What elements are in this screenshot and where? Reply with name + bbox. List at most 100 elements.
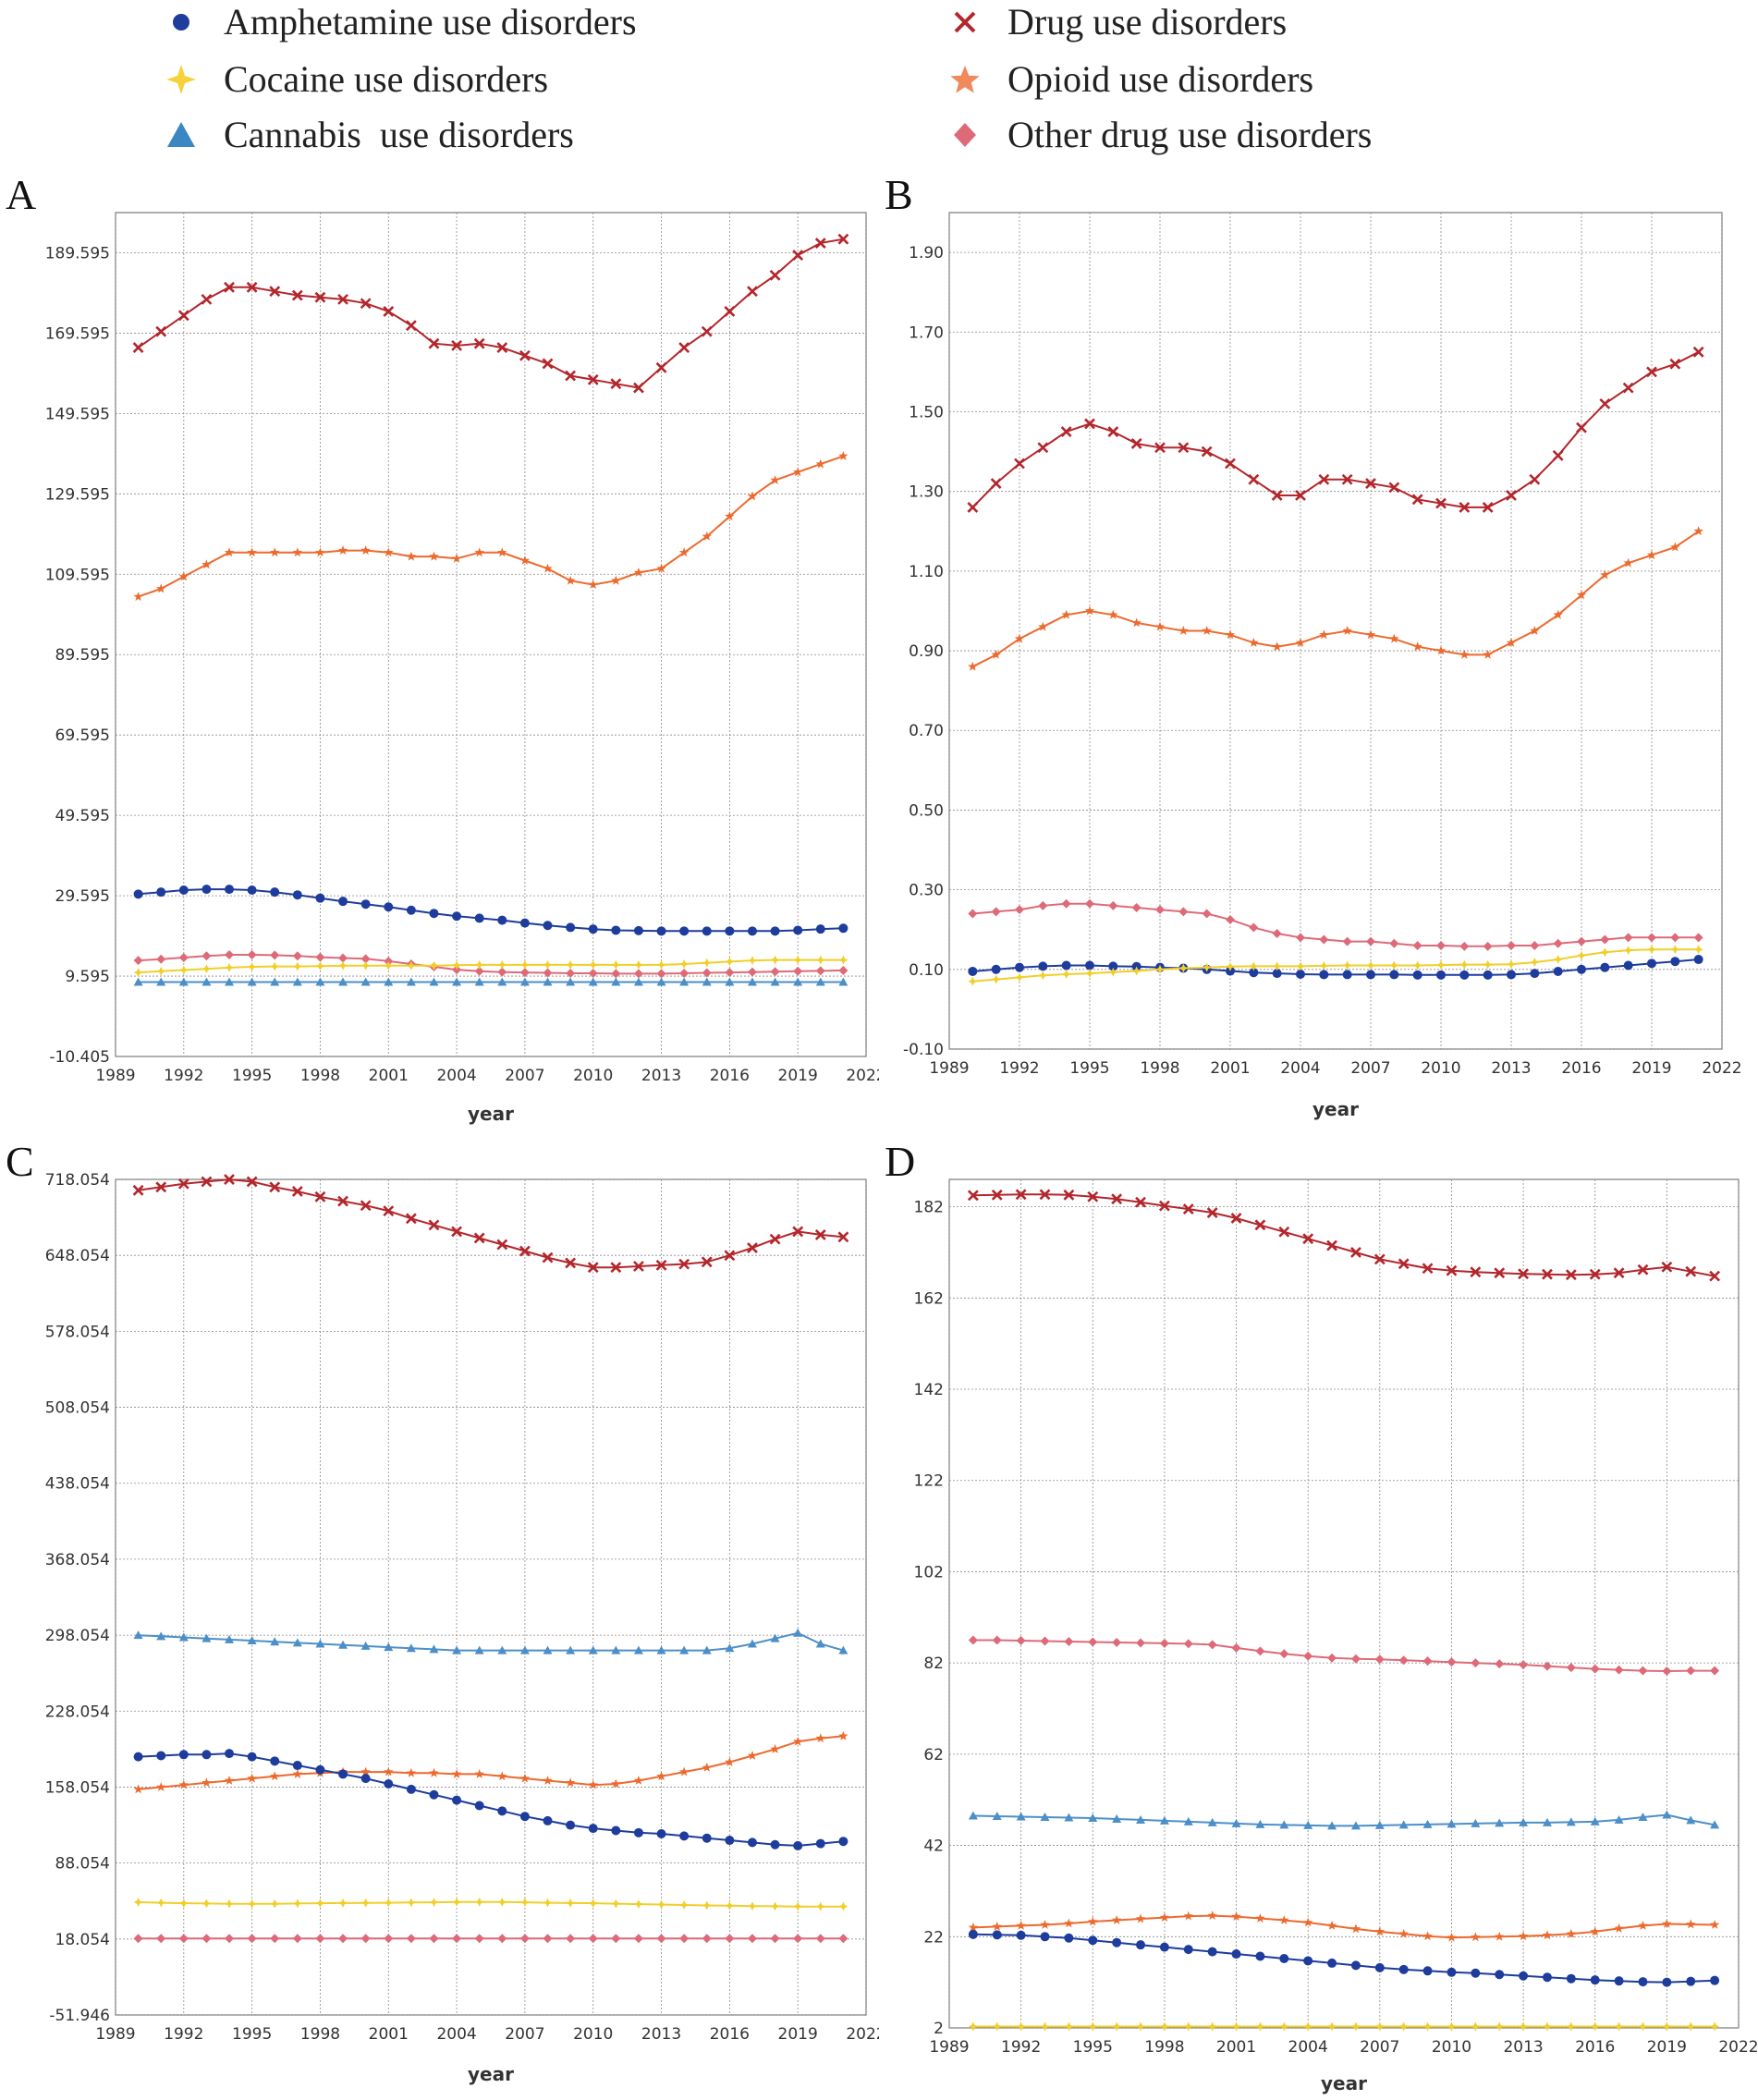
data-point-opioid — [1064, 1918, 1074, 1928]
data-point-cocaine — [1108, 967, 1118, 977]
data-point-amphetamine — [292, 890, 302, 900]
data-point-cocaine — [315, 1899, 325, 1909]
data-point-amphetamine — [1686, 1976, 1696, 1986]
data-point-opioid — [770, 475, 780, 484]
y-tick-label: 162 — [914, 1289, 944, 1308]
data-point-drug — [1254, 1219, 1266, 1231]
data-point-cannabis — [1638, 1812, 1648, 1821]
series-line-drug — [138, 1178, 844, 1269]
data-point-drug — [1014, 458, 1025, 470]
data-point-cocaine — [338, 960, 348, 971]
y-tick-label: 1.30 — [909, 483, 944, 502]
data-point-cannabis — [656, 977, 666, 986]
data-point-drug — [1154, 442, 1166, 454]
x-tick-label: 2016 — [1561, 1059, 1601, 1078]
data-point-other — [1342, 936, 1352, 946]
y-tick-label: 88.054 — [55, 1855, 110, 1874]
data-point-opioid — [156, 583, 166, 593]
data-point-amphetamine — [497, 1806, 507, 1816]
data-point-cocaine — [1231, 2021, 1241, 2032]
series-line-opioid — [138, 455, 844, 598]
data-point-cocaine — [406, 960, 416, 971]
data-point-amphetamine — [1159, 1942, 1169, 1952]
data-point-cannabis — [1471, 1818, 1481, 1827]
data-point-amphetamine — [406, 1784, 416, 1794]
series-drug — [967, 1189, 1721, 1282]
data-point-drug — [724, 306, 736, 317]
data-point-cocaine — [838, 955, 848, 965]
data-point-cocaine — [156, 1898, 166, 1908]
data-point-drug — [1295, 490, 1306, 501]
series-drug — [132, 233, 849, 394]
y-tick-label: 149.595 — [45, 405, 110, 423]
data-point-opioid — [1154, 621, 1166, 631]
data-point-opioid — [451, 1768, 462, 1778]
y-tick-label: 22 — [923, 1928, 944, 1947]
data-point-amphetamine — [633, 925, 643, 935]
data-point-amphetamine — [747, 1838, 757, 1848]
data-point-cannabis — [429, 977, 439, 986]
data-point-opioid — [1014, 633, 1025, 643]
data-point-other — [1303, 1651, 1313, 1661]
data-point-cannabis — [225, 977, 235, 986]
data-point-other — [156, 954, 166, 964]
legend-label: Drug use disorders — [1007, 1, 1288, 43]
data-point-amphetamine — [1016, 1930, 1026, 1940]
data-point-cocaine — [178, 1899, 189, 1909]
data-point-drug — [1613, 1267, 1625, 1279]
data-point-cocaine — [225, 962, 235, 972]
data-point-drug — [246, 1176, 258, 1188]
x-axis-label: year — [468, 1103, 514, 1125]
data-point-other — [1202, 909, 1212, 919]
legend-star4-marker — [166, 64, 196, 94]
data-point-cocaine — [1398, 2021, 1409, 2032]
data-point-cocaine — [1226, 961, 1235, 971]
data-point-cocaine — [1374, 2021, 1385, 2032]
y-tick-label: 228.054 — [45, 1703, 110, 1721]
data-point-other — [1389, 938, 1399, 948]
data-point-drug — [1278, 1226, 1290, 1238]
data-point-opioid — [1686, 1919, 1696, 1929]
data-point-drug — [473, 337, 485, 349]
series-other — [968, 898, 1703, 951]
x-tick-label: 1992 — [164, 2025, 203, 2044]
x-tick-label: 1989 — [95, 2025, 135, 2044]
data-point-opioid — [588, 580, 598, 589]
data-point-drug — [291, 1186, 303, 1197]
data-point-amphetamine — [543, 921, 553, 931]
data-point-opioid — [474, 547, 484, 557]
data-point-other — [1662, 1667, 1672, 1677]
data-point-drug — [1039, 1189, 1051, 1201]
data-point-other — [1670, 933, 1680, 943]
data-point-drug — [314, 291, 326, 303]
data-point-cannabis — [429, 1644, 439, 1654]
data-point-opioid — [725, 1757, 735, 1766]
data-point-amphetamine — [1647, 958, 1656, 969]
data-point-cannabis — [497, 977, 507, 986]
data-point-other — [725, 968, 735, 978]
data-point-cocaine — [429, 1898, 439, 1908]
data-point-drug — [542, 358, 554, 370]
data-point-amphetamine — [1231, 1949, 1241, 1960]
x-tick-label: 2022 — [846, 2025, 879, 2044]
data-point-cocaine — [1342, 960, 1352, 971]
data-point-cocaine — [566, 1898, 576, 1908]
data-point-drug — [473, 1232, 485, 1244]
y-tick-label: 169.595 — [45, 324, 110, 343]
data-point-drug — [701, 1256, 713, 1268]
data-point-cocaine — [611, 959, 621, 970]
data-point-drug — [519, 349, 531, 361]
series-other — [968, 1635, 1720, 1677]
data-point-other — [1483, 941, 1493, 951]
data-point-cocaine — [1064, 2021, 1074, 2032]
data-point-drug — [519, 1245, 531, 1257]
data-point-cocaine — [1272, 961, 1282, 971]
data-point-other — [1015, 905, 1024, 915]
data-point-other — [292, 951, 302, 961]
data-point-drug — [1015, 1189, 1027, 1201]
data-point-cannabis — [247, 1636, 257, 1645]
series-cannabis — [133, 1628, 848, 1654]
data-point-drug — [1158, 1200, 1170, 1212]
data-point-amphetamine — [543, 1815, 553, 1825]
data-point-cannabis — [725, 1643, 735, 1653]
